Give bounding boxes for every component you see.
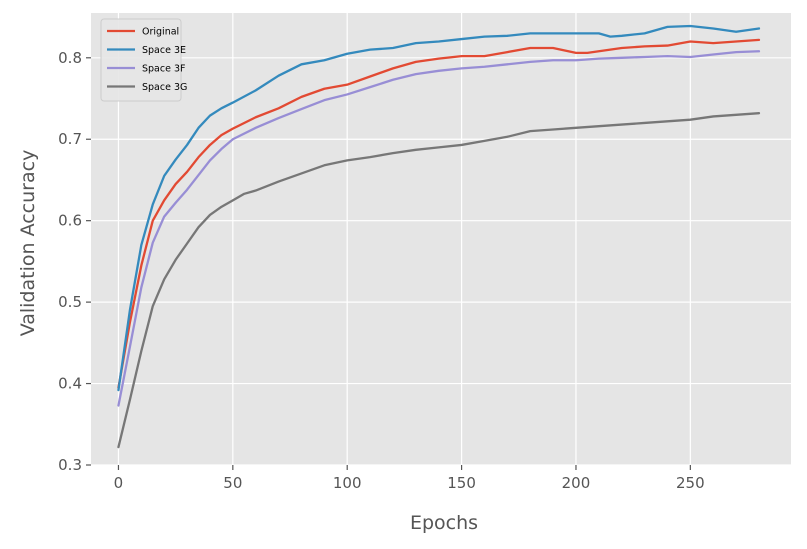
x-tick-label: 200 bbox=[562, 474, 591, 492]
x-axis-label: Epochs bbox=[410, 512, 478, 534]
legend-label-space-3f: Space 3F bbox=[142, 64, 185, 75]
y-axis: 0.3 0.4 0.5 0.6 0.7 0.8 bbox=[58, 49, 91, 474]
legend: Original Space 3E Space 3F Space 3G bbox=[100, 18, 187, 102]
x-tick-label: 100 bbox=[333, 474, 362, 492]
series-layer bbox=[117, 24, 761, 449]
x-axis: 0 50 100 150 200 250 bbox=[114, 465, 705, 492]
x-tick-label: 250 bbox=[676, 474, 705, 492]
y-tick-label: 0.8 bbox=[58, 49, 82, 67]
x-tick-label: 150 bbox=[447, 474, 476, 492]
grid-lines bbox=[91, 13, 791, 466]
legend-label-original: Original bbox=[142, 27, 179, 38]
y-tick-label: 0.5 bbox=[58, 293, 82, 311]
x-tick-label: 0 bbox=[114, 474, 124, 492]
y-tick-label: 0.6 bbox=[58, 212, 82, 230]
y-tick-label: 0.3 bbox=[58, 456, 82, 474]
x-tick-label: 50 bbox=[223, 474, 242, 492]
series-line-space-3g bbox=[117, 112, 761, 449]
legend-label-space-3g: Space 3G bbox=[142, 82, 187, 93]
plot-background bbox=[91, 13, 791, 465]
series-line-space-3f bbox=[117, 50, 761, 407]
y-tick-label: 0.4 bbox=[58, 375, 82, 393]
series-line-original bbox=[117, 38, 761, 389]
legend-box bbox=[100, 18, 182, 102]
y-axis-label: Validation Accuracy bbox=[17, 150, 39, 337]
y-tick-label: 0.7 bbox=[58, 130, 82, 148]
legend-label-space-3e: Space 3E bbox=[142, 45, 186, 56]
series-line-space-3e bbox=[117, 24, 761, 392]
